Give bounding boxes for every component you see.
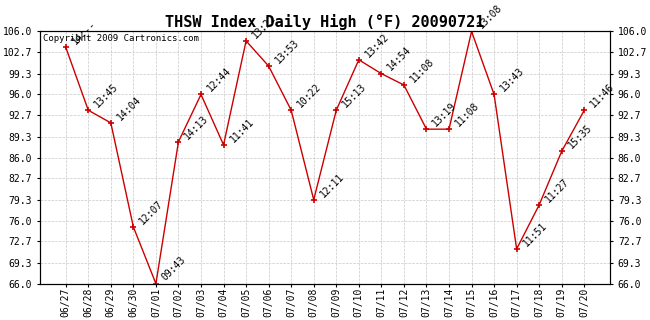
Text: 13:53: 13:53 (273, 37, 301, 65)
Text: 14:04: 14:04 (115, 94, 143, 122)
Text: 10:22: 10:22 (295, 82, 323, 109)
Text: 13:08: 13:08 (476, 3, 504, 31)
Text: 13:19: 13:19 (430, 100, 458, 128)
Text: 14:--: 14:-- (70, 19, 98, 46)
Text: 12:07: 12:07 (138, 198, 165, 226)
Text: 11:08: 11:08 (408, 56, 436, 84)
Text: 12:11: 12:11 (318, 171, 346, 199)
Text: 11:46: 11:46 (588, 82, 616, 109)
Text: 13:22: 13:22 (250, 12, 278, 40)
Text: 12:44: 12:44 (205, 66, 233, 94)
Text: 09:43: 09:43 (160, 255, 188, 283)
Text: 11:08: 11:08 (453, 100, 481, 128)
Text: 15:13: 15:13 (341, 82, 369, 109)
Text: 11:51: 11:51 (521, 220, 549, 248)
Text: 11:41: 11:41 (227, 116, 255, 144)
Text: 13:45: 13:45 (92, 82, 120, 109)
Text: 11:27: 11:27 (543, 176, 571, 204)
Text: Copyright 2009 Cartronics.com: Copyright 2009 Cartronics.com (43, 34, 198, 43)
Text: 15:35: 15:35 (566, 123, 593, 150)
Text: 14:13: 14:13 (183, 113, 211, 141)
Text: 13:43: 13:43 (499, 66, 526, 94)
Text: 13:42: 13:42 (363, 31, 391, 59)
Title: THSW Index Daily High (°F) 20090721: THSW Index Daily High (°F) 20090721 (165, 14, 485, 30)
Text: 14:54: 14:54 (385, 45, 413, 73)
